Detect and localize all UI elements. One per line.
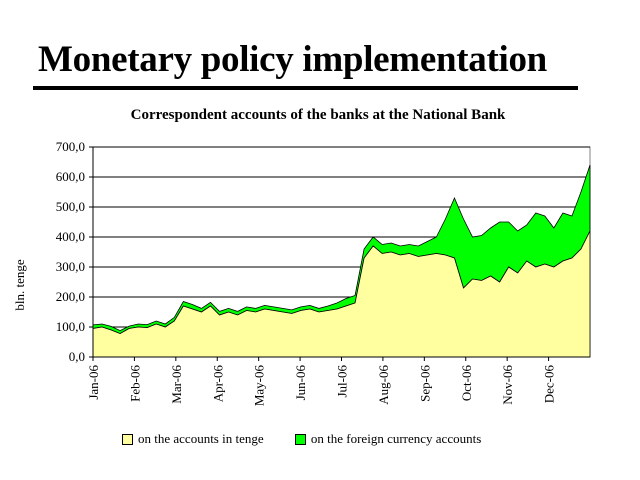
y-tick-label: 200,0 (56, 289, 85, 304)
x-tick-label: Dec-06 (542, 365, 557, 404)
chart-title: Correspondent accounts of the banks at t… (130, 107, 506, 123)
title-underline (33, 86, 578, 90)
legend-label-tenge: on the accounts in tenge (138, 431, 264, 447)
series-area-tenge (92, 230, 591, 358)
legend-swatch-foreign (294, 433, 306, 445)
legend-item-tenge: on the accounts in tenge (122, 431, 264, 447)
legend-label-foreign: on the foreign currency accounts (310, 431, 482, 447)
y-tick-label: 0,0 (69, 349, 85, 364)
x-tick-label: Jul-06 (335, 365, 350, 398)
x-tick-label: Apr-06 (210, 365, 225, 403)
y-tick-label: 400,0 (56, 229, 85, 244)
x-tick-label: Jun-06 (293, 365, 308, 401)
x-tick-label: Sep-06 (417, 365, 432, 402)
slide-title: Monetary policy implementation (38, 39, 547, 80)
y-tick-label: 300,0 (56, 259, 85, 274)
legend: on the accounts in tenge on the foreign … (122, 430, 509, 448)
x-tick-label: Jan-06 (86, 365, 101, 400)
y-tick-labels: 0,0 100,0 200,0 300,0 400,0 500,0 600,0 700,0 (56, 139, 93, 364)
x-tick-label: Mar-06 (169, 365, 184, 404)
legend-item-foreign: on the foreign currency accounts (294, 431, 482, 447)
x-tick-labels: Jan-06 Feb-06 Mar-06 Apr-06 May-06 Jun-06 Jul-… (86, 357, 557, 406)
y-tick-label: 100,0 (56, 319, 85, 334)
y-tick-label: 700,0 (56, 139, 85, 154)
y-tick-label: 500,0 (56, 199, 85, 214)
x-tick-label: Aug-06 (376, 365, 391, 405)
y-tick-label: 600,0 (56, 169, 85, 184)
series-areas (92, 164, 591, 358)
legend-swatch-tenge (122, 433, 133, 445)
x-tick-label: Feb-06 (127, 365, 142, 402)
x-tick-label: Oct-06 (459, 365, 474, 402)
x-tick-label: May-06 (252, 365, 267, 407)
x-tick-label: Nov-06 (500, 365, 515, 405)
